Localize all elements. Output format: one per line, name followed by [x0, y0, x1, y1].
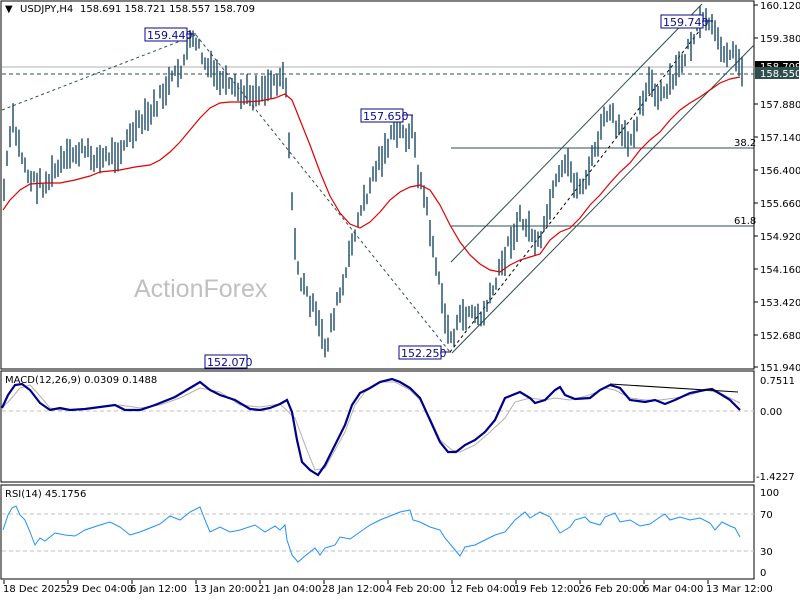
svg-text:12 Feb 04:00: 12 Feb 04:00: [450, 584, 516, 595]
macd-title: MACD(12,26,9) 0.0309 0.1488: [5, 375, 157, 386]
price-bars: [3, 6, 743, 358]
main-panel-frame: [0, 0, 755, 370]
svg-text:153.420: 153.420: [760, 298, 800, 309]
triangle-down-icon[interactable]: ▼: [5, 4, 13, 15]
watermark: ActionForex: [134, 275, 268, 303]
macd-signal-line: [1, 381, 741, 471]
label-152070: 152.070: [204, 354, 253, 369]
svg-text:100: 100: [760, 488, 779, 499]
svg-text:13 Mar 12:00: 13 Mar 12:00: [706, 584, 773, 595]
svg-text:157.650: 157.650: [363, 110, 409, 123]
svg-text:155.660: 155.660: [760, 199, 800, 210]
macd-axis: 0.7511 0.00 -1.4227: [756, 376, 795, 483]
svg-text:154.160: 154.160: [760, 265, 800, 276]
rsi-title: RSI(14) 45.1756: [5, 489, 86, 500]
svg-text:70: 70: [760, 510, 773, 521]
rsi-axis: 100 70 30 0: [760, 488, 779, 579]
time-axis: 18 Dec 2025 29 Dec 04:00 6 Jan 12:00 13 …: [3, 580, 773, 595]
macd-divergence-line[interactable]: [609, 383, 739, 393]
svg-text:18 Dec 2025: 18 Dec 2025: [3, 584, 67, 595]
svg-text:29 Dec 04:00: 29 Dec 04:00: [66, 584, 133, 595]
channel-upper[interactable]: [450, 3, 703, 263]
svg-text:-1.4227: -1.4227: [756, 472, 795, 483]
label-159440: 159.440: [144, 27, 196, 42]
svg-text:151.940: 151.940: [760, 363, 800, 374]
label-157650: 157.650: [360, 108, 413, 123]
svg-text:160.120: 160.120: [760, 1, 800, 12]
channel-lower[interactable]: [451, 44, 755, 354]
macd-line: [1, 377, 741, 477]
moving-average-line: [2, 76, 741, 273]
svg-text:152.680: 152.680: [760, 331, 800, 342]
svg-text:28 Jan 12:00: 28 Jan 12:00: [322, 584, 385, 595]
svg-text:4 Feb 20:00: 4 Feb 20:00: [386, 584, 445, 595]
ohlc-values: 158.691 158.721 158.557 158.709: [80, 4, 255, 15]
label-152250: 152.250: [398, 345, 451, 360]
svg-text:159.440: 159.440: [147, 29, 193, 42]
svg-text:0: 0: [760, 568, 766, 579]
svg-text:152.070: 152.070: [207, 356, 253, 369]
trendline-2[interactable]: [195, 34, 451, 353]
svg-text:21 Jan 04:00: 21 Jan 04:00: [258, 584, 321, 595]
svg-text:6 Mar 04:00: 6 Mar 04:00: [643, 584, 703, 595]
rsi-line: [2, 505, 741, 563]
svg-text:26 Feb 20:00: 26 Feb 20:00: [579, 584, 645, 595]
svg-text:158.550: 158.550: [760, 69, 800, 80]
svg-text:13 Jan 20:00: 13 Jan 20:00: [194, 584, 257, 595]
svg-text:152.250: 152.250: [401, 347, 447, 360]
price-axis: 160.120 159.380 157.880 157.140 156.400 …: [754, 1, 800, 374]
svg-text:157.140: 157.140: [760, 133, 800, 144]
svg-text:0.7511: 0.7511: [760, 376, 795, 387]
svg-text:159.380: 159.380: [760, 34, 800, 45]
svg-text:6 Jan 12:00: 6 Jan 12:00: [130, 584, 187, 595]
fib-618-label: 61.8: [734, 216, 756, 227]
macd-panel-frame: [0, 370, 755, 483]
svg-text:30: 30: [760, 547, 773, 558]
svg-text:157.880: 157.880: [760, 100, 800, 111]
rsi-panel-frame: [0, 484, 755, 580]
svg-text:19 Feb 12:00: 19 Feb 12:00: [514, 584, 580, 595]
symbol-label: USDJPY,H4: [20, 4, 73, 15]
svg-text:156.400: 156.400: [760, 166, 800, 177]
trendline-1[interactable]: [1, 34, 197, 111]
channel-midline[interactable]: [449, 29, 701, 353]
svg-text:0.00: 0.00: [760, 407, 782, 418]
fib-382-label: 38.2: [734, 138, 756, 149]
svg-text:154.920: 154.920: [760, 232, 800, 243]
label-159740: 159.740: [660, 14, 713, 29]
svg-text:159.740: 159.740: [663, 16, 709, 29]
level-price-tag: 158.550: [755, 67, 800, 80]
